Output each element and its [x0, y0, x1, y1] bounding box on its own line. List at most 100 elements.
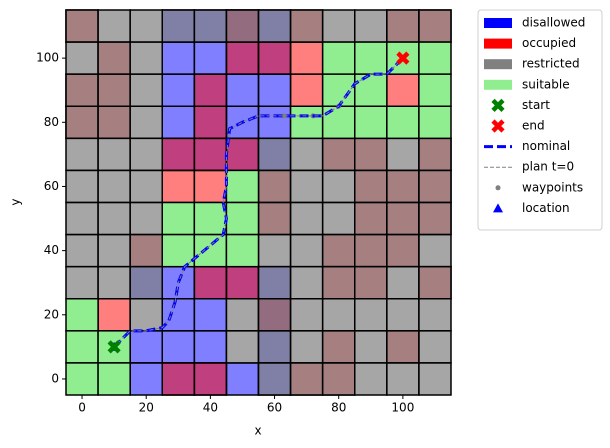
- cell: [386, 298, 420, 332]
- cell: [386, 9, 420, 43]
- cell: [386, 265, 420, 300]
- cell: [129, 137, 164, 172]
- cell: [225, 233, 260, 268]
- cell: [386, 137, 420, 172]
- cell: [354, 137, 388, 172]
- y-tick-label: 60: [44, 179, 59, 193]
- cell: [354, 41, 388, 75]
- cell: [129, 201, 164, 236]
- marker: [396, 51, 410, 65]
- cell: [321, 201, 356, 236]
- cell: [193, 105, 228, 140]
- cell: [418, 201, 452, 236]
- plot-area: [65, 9, 452, 396]
- cell: [289, 362, 324, 396]
- legend-swatch: [495, 185, 501, 191]
- cell: [418, 137, 452, 172]
- cell: [257, 41, 292, 75]
- cell: [193, 41, 228, 75]
- cell: [418, 298, 452, 332]
- cell: [129, 169, 164, 204]
- legend-swatch: [493, 203, 503, 213]
- cell: [321, 233, 356, 268]
- legend-label: suitable: [522, 77, 570, 91]
- cell: [129, 265, 164, 300]
- legend-swatch: [484, 59, 512, 70]
- cell: [386, 233, 420, 268]
- cell: [193, 233, 228, 268]
- cell: [418, 233, 452, 268]
- cell: [289, 330, 324, 364]
- cell: [129, 362, 164, 396]
- cell: [418, 41, 452, 75]
- x-axis-label: x: [254, 424, 261, 438]
- cell: [161, 233, 196, 268]
- cell: [193, 9, 228, 43]
- cell: [289, 9, 324, 43]
- cell: [129, 73, 164, 107]
- cell: [257, 330, 292, 364]
- cell: [386, 73, 420, 107]
- cell: [257, 362, 292, 396]
- cell: [161, 137, 196, 172]
- cell: [354, 298, 388, 332]
- legend-label: end: [522, 119, 545, 133]
- cell: [257, 169, 292, 204]
- cell: [225, 41, 260, 75]
- cell: [289, 105, 324, 140]
- legend-swatch: [491, 119, 505, 133]
- cell: [386, 201, 420, 236]
- cell: [193, 298, 228, 332]
- cell: [97, 201, 131, 236]
- x-tick-label: 40: [203, 401, 218, 415]
- cell: [354, 265, 388, 300]
- cell: [97, 265, 131, 300]
- cell: [418, 265, 452, 300]
- cell: [225, 169, 260, 204]
- cell: [161, 201, 196, 236]
- cell: [386, 362, 420, 396]
- cell: [225, 9, 260, 43]
- cell: [65, 233, 99, 268]
- cell: [354, 169, 388, 204]
- cell: [321, 105, 356, 140]
- cell: [354, 73, 388, 107]
- cell: [418, 105, 452, 140]
- cell: [321, 9, 356, 43]
- cell: [161, 105, 196, 140]
- y-axis-label: y: [9, 198, 23, 205]
- cell: [257, 137, 292, 172]
- cell: [354, 9, 388, 43]
- cell: [418, 9, 452, 43]
- cell: [65, 265, 99, 300]
- cell: [97, 298, 131, 332]
- cell: [65, 41, 99, 75]
- cell: [97, 169, 131, 204]
- cell: [418, 362, 452, 396]
- cell: [97, 137, 131, 172]
- cell: [289, 298, 324, 332]
- cell: [193, 73, 228, 107]
- cell: [354, 330, 388, 364]
- cell: [65, 169, 99, 204]
- cell: [161, 330, 196, 364]
- cell: [418, 73, 452, 107]
- x-tick-label: 0: [78, 401, 86, 415]
- y-tick-label: 40: [44, 243, 59, 257]
- cell: [225, 73, 260, 107]
- cell: [321, 330, 356, 364]
- cell: [65, 9, 99, 43]
- cell: [257, 233, 292, 268]
- cell: [193, 362, 228, 396]
- cell: [193, 169, 228, 204]
- legend-label: location: [522, 201, 570, 215]
- cell: [289, 265, 324, 300]
- cell: [161, 298, 196, 332]
- legend-label: occupied: [522, 36, 576, 50]
- cell: [321, 265, 356, 300]
- cell: [225, 201, 260, 236]
- cell: [289, 41, 324, 75]
- path-line: [113, 57, 404, 348]
- cell: [321, 298, 356, 332]
- cell: [321, 362, 356, 396]
